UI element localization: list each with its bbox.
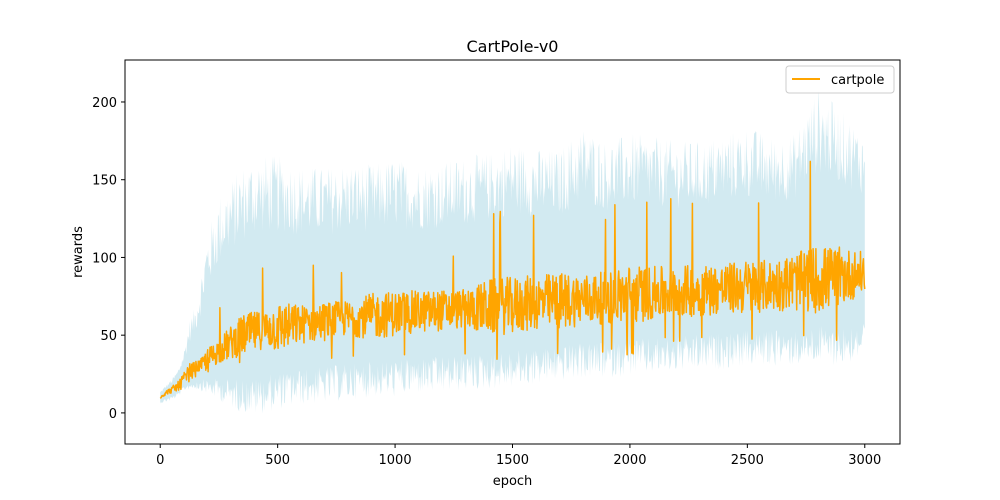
y-tick-label: 50 xyxy=(100,329,117,344)
mean-line-layer xyxy=(159,160,866,399)
y-tick-label: 100 xyxy=(92,251,117,266)
series-line-cartpole xyxy=(159,160,866,399)
x-axis: 0 500 1000 1500 2000 2500 3000 xyxy=(156,444,881,468)
x-tick-label: 500 xyxy=(265,453,290,468)
x-tick-label: 3000 xyxy=(848,453,881,468)
x-tick-label: 2000 xyxy=(613,453,646,468)
x-tick-label: 2500 xyxy=(731,453,764,468)
x-tick-label: 0 xyxy=(156,453,164,468)
std-band-layer xyxy=(160,89,865,414)
legend-box xyxy=(785,65,895,94)
x-tick-label: 1000 xyxy=(379,453,412,468)
x-axis-title: epoch xyxy=(493,474,533,489)
y-tick-label: 200 xyxy=(92,96,117,111)
chart-title: CartPole-v0 xyxy=(467,37,559,56)
legend-label-cartpole: cartpole xyxy=(831,73,884,88)
legend: cartpole xyxy=(785,65,895,94)
y-axis: 0 50 100 150 200 xyxy=(92,96,125,422)
y-tick-label: 0 xyxy=(109,407,117,422)
x-tick-label: 1500 xyxy=(496,453,529,468)
y-tick-label: 150 xyxy=(92,174,117,189)
std-band xyxy=(160,89,865,414)
y-axis-title: rewards xyxy=(71,226,86,278)
